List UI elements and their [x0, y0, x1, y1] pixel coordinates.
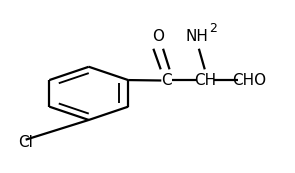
Text: C: C: [161, 73, 172, 88]
Text: CH: CH: [194, 73, 216, 88]
Text: O: O: [152, 29, 164, 44]
Text: Cl: Cl: [18, 135, 33, 150]
Text: NH: NH: [186, 29, 209, 44]
Text: 2: 2: [209, 22, 217, 35]
Text: CHO: CHO: [232, 73, 266, 88]
